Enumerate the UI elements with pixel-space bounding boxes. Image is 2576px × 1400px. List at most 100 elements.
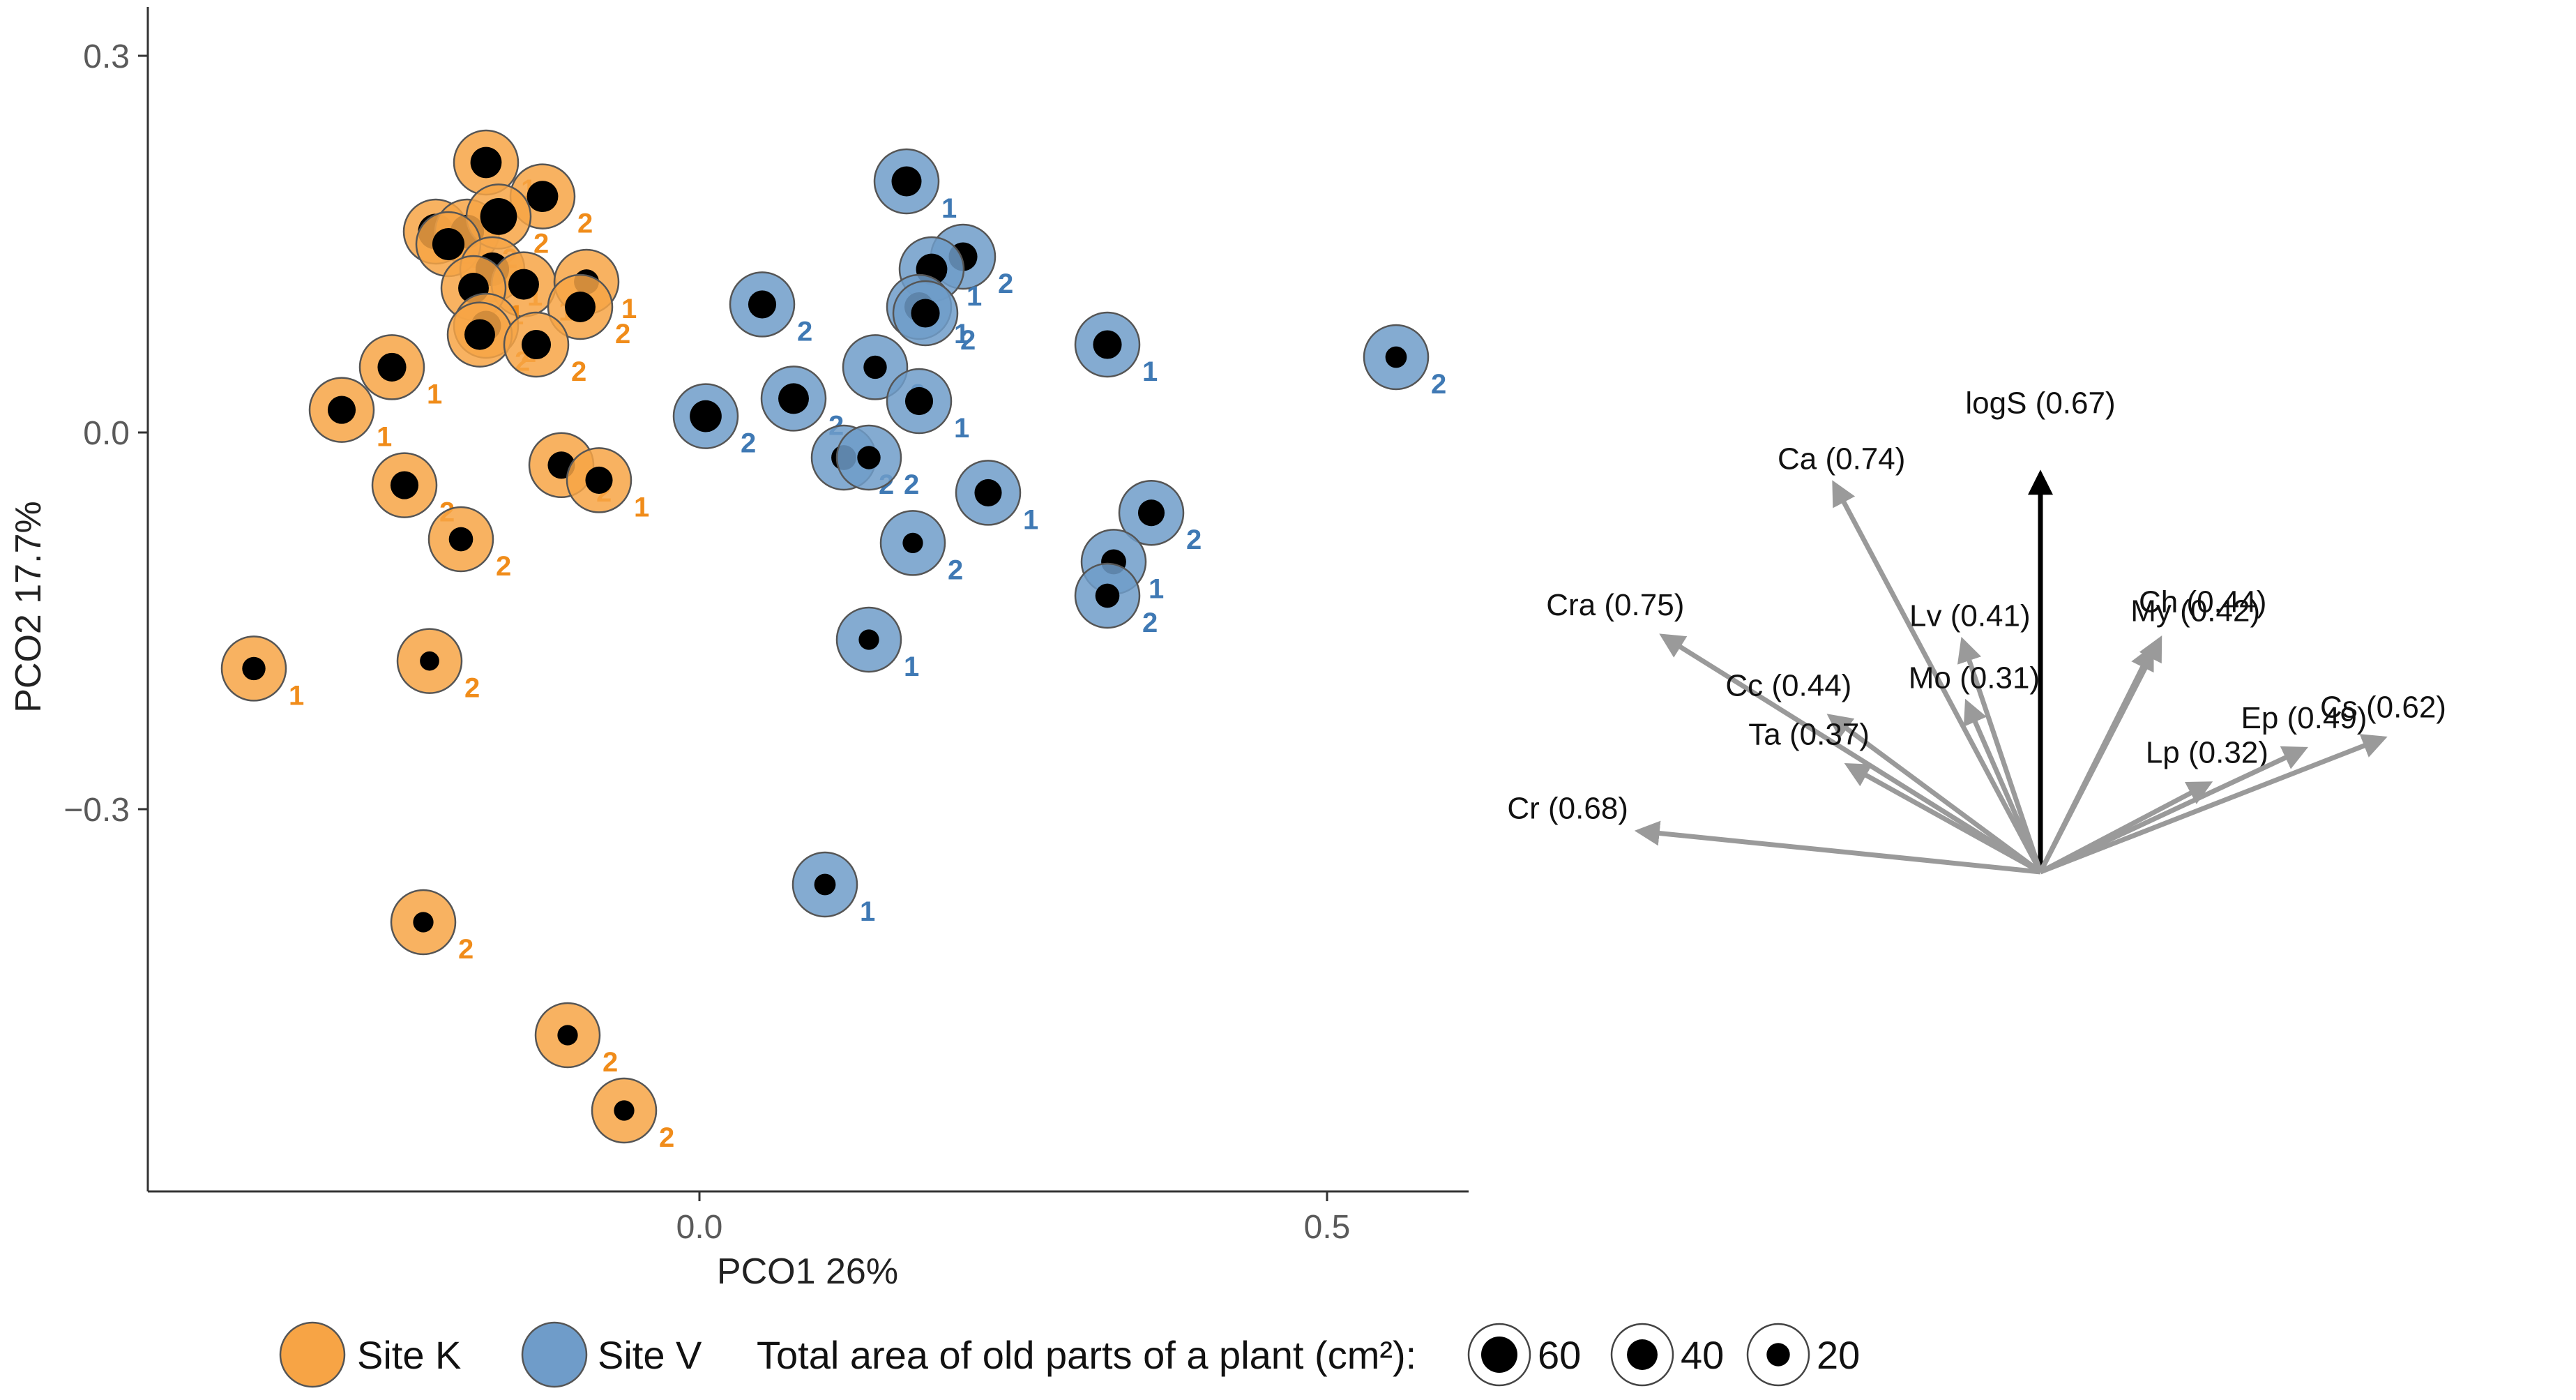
x-tick-label: 0.5 [1304, 1209, 1351, 1246]
series-site-v: 121122122212221221211 [672, 148, 1446, 927]
vector-arrow [2039, 746, 2309, 875]
data-point-area-dot [1093, 330, 1122, 359]
data-point-area-dot [470, 146, 502, 179]
data-point-area-dot [857, 446, 881, 469]
data-point-area-dot [480, 198, 517, 235]
vector-arrow [1659, 633, 2042, 874]
data-point-area-dot [904, 386, 934, 416]
data-point-label: 2 [458, 934, 473, 965]
data-point-label: 1 [634, 492, 649, 522]
data-point-label: 2 [960, 325, 976, 356]
data-point-label: 1 [954, 413, 969, 444]
data-point-label: 2 [904, 469, 919, 500]
data-point-area-dot [557, 1025, 578, 1046]
vector-label: Cc (0.44) [1725, 669, 1851, 703]
legend-size-dot [1766, 1343, 1790, 1367]
legend-size-title: Total area of old parts of a plant (cm²)… [757, 1333, 1416, 1377]
series-site-k: 1222211111222211212212222 [220, 129, 674, 1153]
data-point-area-dot [413, 912, 434, 933]
data-point-area-dot [1137, 499, 1165, 527]
data-point-area-dot [891, 166, 922, 197]
data-point-label: 2 [1186, 525, 1202, 555]
legend-site-v-swatch [521, 1321, 588, 1388]
y-axis-title: PCO2 17.7% [8, 501, 49, 713]
data-point-area-dot [858, 629, 879, 650]
data-point-label: 1 [954, 319, 969, 349]
data-point-label: 2 [998, 269, 1013, 299]
x-tick-label: 0.0 [676, 1209, 723, 1246]
data-point-label: 1 [967, 281, 982, 312]
data-point-area-dot [377, 352, 407, 382]
data-point-area-dot [863, 355, 887, 379]
data-point-label: 2 [659, 1122, 674, 1153]
vector-label: Cr (0.68) [1507, 792, 1628, 826]
vector-label: Ch (0.44) [2139, 585, 2266, 619]
data-point-label: 1 [621, 294, 637, 324]
data-point-area-dot [1385, 346, 1407, 368]
vector-arrow [1957, 636, 2043, 873]
data-point-area-dot [585, 466, 613, 494]
data-point-area-dot [814, 873, 836, 896]
vector-arrow [1826, 714, 2043, 874]
data-point-area-dot [902, 532, 923, 554]
data-point-label: 2 [571, 356, 586, 387]
legend-site-k-label: Site K [357, 1333, 461, 1377]
data-point-area-dot [242, 656, 266, 681]
vector-label: Lv (0.41) [1909, 599, 2031, 633]
data-point-area-dot [327, 396, 356, 424]
legend-site-k-swatch [279, 1321, 346, 1388]
y-tick-label: 0.0 [83, 415, 130, 452]
legend-site-v-label: Site V [598, 1333, 702, 1377]
data-point-label: 1 [289, 680, 304, 711]
vector-arrow [1634, 820, 2041, 875]
vector-arrow [1832, 480, 2043, 873]
data-point-label: 1 [1142, 356, 1158, 387]
data-point-label: 1 [860, 896, 875, 927]
data-point-area-dot [432, 227, 465, 261]
vector-label: Ca (0.74) [1778, 442, 1905, 476]
data-point-label: 2 [948, 555, 963, 585]
data-point-area-dot [565, 292, 596, 322]
data-point-area-dot [390, 471, 419, 499]
data-point-label: 1 [427, 379, 442, 409]
vector-arrow [1844, 763, 2042, 875]
vector-label: Ta (0.37) [1748, 718, 1870, 752]
data-point-area-dot [420, 651, 439, 671]
y-tick-label: −0.3 [63, 792, 130, 829]
data-point-label: 2 [533, 228, 549, 259]
data-point-label: 2 [741, 428, 756, 459]
data-point-area-dot [911, 299, 940, 328]
vector-label: Ep (0.49) [2241, 701, 2367, 735]
vector-label: Cs (0.62) [2320, 691, 2446, 725]
data-point-label: 2 [496, 551, 511, 582]
data-point-area-dot [1095, 583, 1120, 608]
data-point-label: 1 [904, 652, 919, 682]
vector-label: Cra (0.75) [1546, 588, 1684, 622]
data-point-area-dot [464, 319, 495, 350]
data-point-area-dot [508, 269, 539, 300]
vector-arrow [1963, 698, 2043, 873]
vector-label: Mo (0.31) [1909, 661, 2040, 695]
data-point-label: 2 [577, 209, 593, 239]
data-point-label: 2 [1142, 608, 1158, 638]
data-point-area-dot [974, 479, 1002, 506]
data-point-label: 2 [615, 319, 630, 349]
data-point-area-dot [526, 181, 559, 213]
figure-legend: Site K Site V Total area of old parts of a… [279, 1321, 1860, 1388]
y-tick-label: 0.3 [83, 38, 130, 75]
data-point-area-dot [448, 527, 473, 552]
data-point-label: 1 [1149, 573, 1164, 604]
data-point-label: 2 [1431, 369, 1446, 400]
vector-label: Lp (0.32) [2146, 736, 2268, 770]
vector-arrow [2039, 734, 2388, 875]
vector-label: logS (0.67) [1965, 386, 2115, 421]
data-point-label: 1 [377, 422, 392, 453]
data-point-label: 1 [941, 193, 957, 224]
data-point-area-dot [690, 400, 722, 432]
data-point-area-dot [614, 1100, 635, 1121]
data-point-label: 2 [797, 316, 812, 347]
data-point-area-dot [748, 290, 777, 319]
x-axis-title: PCO1 26% [717, 1251, 898, 1292]
legend-size-value: 60 [1538, 1333, 1581, 1377]
